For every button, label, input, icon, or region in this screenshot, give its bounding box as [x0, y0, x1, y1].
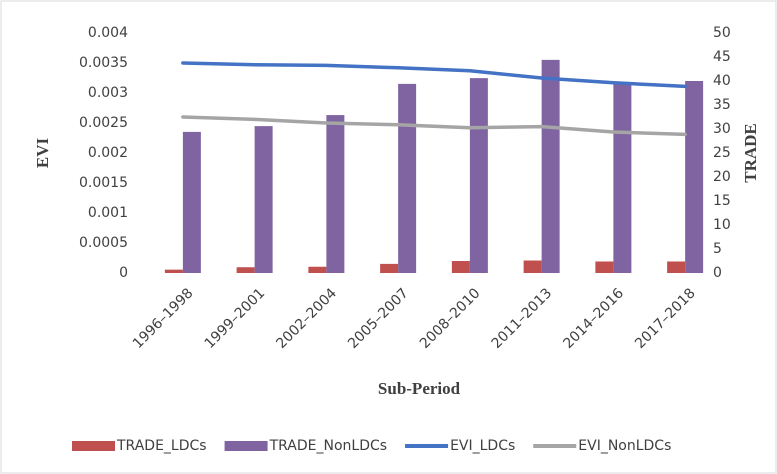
bar	[308, 266, 327, 273]
y-tick-label: 0.003	[88, 85, 128, 101]
y2-tick-label: 15	[713, 193, 731, 209]
y2-tick-label: 40	[713, 73, 731, 89]
y2-tick-label: 45	[713, 49, 731, 65]
bar	[236, 267, 255, 273]
legend-swatch	[72, 441, 115, 451]
y2-tick-label: 50	[713, 25, 731, 41]
y-tick-label: 0.0035	[79, 55, 128, 71]
bar	[451, 261, 470, 273]
legend-label: TRADE_NonLDCs	[269, 438, 387, 454]
bar	[164, 269, 183, 273]
bar	[667, 261, 686, 273]
y2-tick-label: 20	[713, 169, 731, 185]
legend-label: EVI_NonLDCs	[578, 438, 671, 454]
y2-tick-label: 25	[713, 145, 731, 161]
y-axis-title: EVI	[33, 138, 52, 169]
bar	[541, 59, 560, 273]
bar	[469, 78, 488, 274]
y2-tick-label: 10	[713, 217, 731, 233]
y2-tick-label: 30	[713, 121, 731, 137]
bar	[398, 83, 417, 273]
y2-tick-label: 5	[713, 241, 722, 257]
y2-axis-title: TRADE	[741, 123, 760, 183]
bar	[595, 261, 614, 273]
y-tick-label: 0.0025	[79, 115, 128, 131]
y-tick-label: 0	[119, 265, 128, 281]
y2-tick-label: 0	[713, 265, 722, 281]
line	[181, 61, 687, 89]
bar	[380, 263, 399, 273]
bar	[326, 115, 345, 273]
y2-tick-label: 35	[713, 97, 731, 113]
legend-label: TRADE_LDCs	[116, 438, 207, 454]
bar	[523, 260, 542, 273]
bar	[254, 126, 273, 274]
y-tick-label: 0.001	[88, 205, 128, 221]
y-tick-label: 0.0015	[79, 175, 128, 191]
y-tick-label: 0.002	[88, 145, 128, 161]
x-axis-title: Sub-Period	[378, 379, 461, 398]
y-tick-label: 0.0005	[79, 235, 128, 251]
bar	[182, 131, 201, 273]
bar	[613, 83, 632, 273]
legend-label: EVI_LDCs	[450, 438, 515, 454]
legend-swatch	[224, 441, 268, 451]
line	[181, 115, 687, 137]
bar	[685, 81, 704, 273]
y-tick-label: 0.004	[88, 25, 128, 41]
